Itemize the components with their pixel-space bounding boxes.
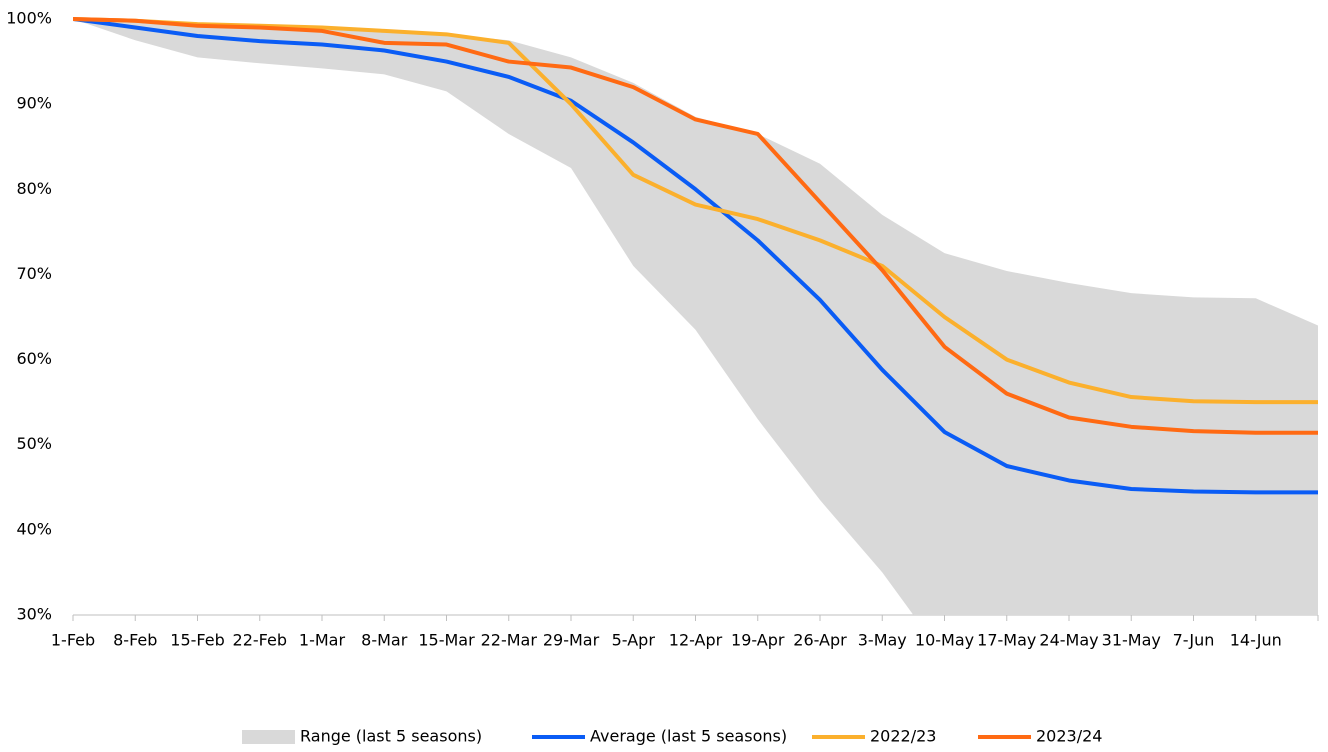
y-tick-label: 100% <box>6 9 52 28</box>
y-tick-label: 80% <box>16 179 52 198</box>
y-tick-label: 40% <box>16 519 52 538</box>
x-tick-label: 31-May <box>1102 631 1161 650</box>
legend-label: 2023/24 <box>1036 727 1102 746</box>
x-tick-label: 15-Feb <box>170 631 224 650</box>
x-tick-label: 17-May <box>977 631 1036 650</box>
x-tick-label: 5-Apr <box>612 631 656 650</box>
x-tick-label: 15-Mar <box>418 631 475 650</box>
x-tick-label: 1-Mar <box>299 631 346 650</box>
x-tick-label: 22-Feb <box>233 631 287 650</box>
x-tick-label: 12-Apr <box>669 631 723 650</box>
legend-label: Range (last 5 seasons) <box>300 727 482 746</box>
line-series <box>73 17 1318 405</box>
y-tick-label: 70% <box>16 264 52 283</box>
x-tick-label: 8-Feb <box>113 631 157 650</box>
legend-swatch <box>242 730 295 744</box>
y-tick-label: 30% <box>16 605 52 624</box>
line-series <box>73 17 1318 435</box>
legend-label: Average (last 5 seasons) <box>590 727 787 746</box>
x-tick-label: 22-Mar <box>481 631 538 650</box>
x-tick-label: 10-May <box>915 631 974 650</box>
x-tick-label: 14-Jun <box>1230 631 1282 650</box>
range-area <box>73 19 1318 615</box>
x-tick-label: 8-Mar <box>361 631 408 650</box>
x-tick-label: 26-Apr <box>793 631 847 650</box>
x-tick-label: 3-May <box>858 631 907 650</box>
x-tick-label: 29-Mar <box>543 631 600 650</box>
y-tick-label: 90% <box>16 94 52 113</box>
line-series <box>73 17 1318 495</box>
x-tick-label: 1-Feb <box>51 631 95 650</box>
legend-label: 2022/23 <box>870 727 936 746</box>
plot-area <box>73 17 1318 615</box>
x-tick-label: 19-Apr <box>731 631 785 650</box>
y-tick-label: 50% <box>16 434 52 453</box>
x-tick-label: 24-May <box>1039 631 1098 650</box>
y-tick-label: 60% <box>16 349 52 368</box>
x-tick-label: 7-Jun <box>1173 631 1215 650</box>
